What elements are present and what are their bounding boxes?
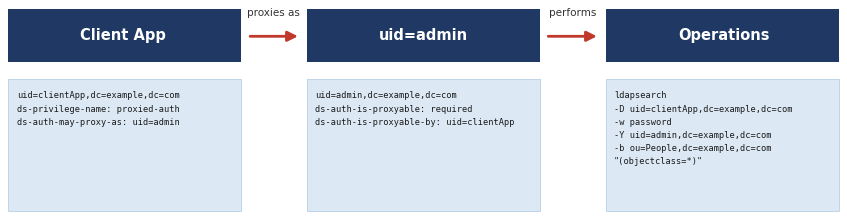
Text: uid=admin,dc=example,dc=com
ds-auth-is-proxyable: required
ds-auth-is-proxyable-: uid=admin,dc=example,dc=com ds-auth-is-p… xyxy=(315,91,515,127)
Text: uid=clientApp,dc=example,dc=com
ds-privilege-name: proxied-auth
ds-auth-may-prox: uid=clientApp,dc=example,dc=com ds-privi… xyxy=(17,91,180,127)
Text: uid=admin: uid=admin xyxy=(379,28,468,43)
Text: performs: performs xyxy=(549,8,596,18)
Bar xyxy=(606,9,839,62)
Text: Operations: Operations xyxy=(678,28,770,43)
Bar xyxy=(8,79,241,211)
Bar xyxy=(307,9,540,62)
Text: proxies as: proxies as xyxy=(247,8,300,18)
Bar xyxy=(307,79,540,211)
Bar xyxy=(606,79,839,211)
Bar xyxy=(8,9,241,62)
Text: ldapsearch
-D uid=clientApp,dc=example,dc=com
-w password
-Y uid=admin,dc=exampl: ldapsearch -D uid=clientApp,dc=example,d… xyxy=(614,91,793,166)
Text: Client App: Client App xyxy=(80,28,166,43)
